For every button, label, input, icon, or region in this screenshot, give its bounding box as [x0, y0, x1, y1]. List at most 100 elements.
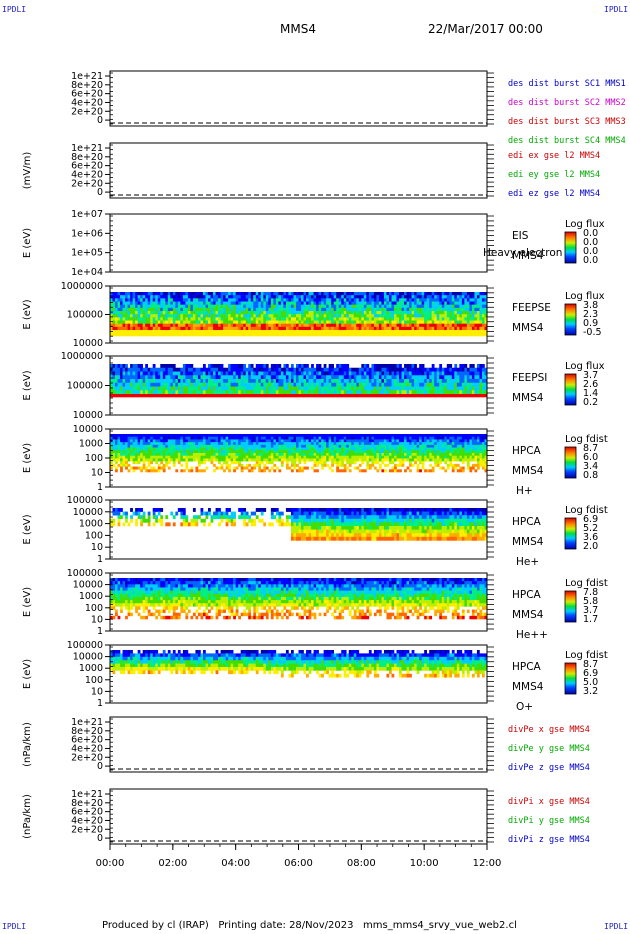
heatmap-cell [333, 295, 337, 299]
heatmap-cell [298, 320, 302, 324]
heatmap-cell [200, 298, 204, 302]
heatmap-cell [260, 447, 264, 451]
heatmap-cell [253, 311, 257, 315]
heatmap-cell [333, 447, 337, 451]
heatmap-cell [127, 295, 131, 299]
heatmap-cell [142, 447, 146, 451]
heatmap-cell [288, 386, 292, 391]
heatmap-cell [185, 311, 189, 315]
heatmap-cell [295, 394, 299, 398]
heatmap-cell [386, 323, 390, 328]
heatmap-cell [218, 444, 221, 448]
heatmap-cell [235, 461, 239, 465]
heatmap-cell [258, 453, 262, 457]
heatmap-cell [120, 298, 123, 302]
heatmap-cell [336, 375, 340, 380]
heatmap-cell [228, 323, 231, 328]
heatmap-cell [280, 458, 284, 462]
heatmap-cell [223, 323, 226, 328]
heatmap-cell [112, 301, 116, 305]
heatmap-cell [265, 390, 269, 395]
heatmap-cell [429, 307, 432, 312]
heatmap-cell [170, 304, 174, 309]
heatmap-cell [295, 442, 299, 446]
heatmap-cell [240, 439, 244, 443]
heatmap-cell [255, 394, 259, 398]
heatmap-cell [303, 442, 307, 446]
heatmap-cell [391, 330, 395, 337]
heatmap-cell [421, 436, 425, 440]
heatmap-cell [439, 304, 443, 309]
heatmap-cell [353, 326, 357, 331]
heatmap-cell [175, 298, 179, 302]
heatmap-cell [303, 436, 307, 440]
heatmap-cell [326, 295, 329, 299]
heatmap-cell [235, 292, 239, 296]
heatmap-cell [218, 311, 221, 315]
heatmap-cell [110, 444, 113, 448]
heatmap-cell [471, 304, 475, 309]
heatmap-cell [162, 304, 166, 309]
heatmap-cell [122, 458, 126, 462]
heatmap-cell [308, 434, 312, 438]
heatmap-cell [275, 301, 279, 305]
heatmap-cell [311, 364, 314, 369]
heatmap-cell [336, 301, 340, 305]
heatmap-cell [361, 295, 365, 299]
heatmap-cell [192, 436, 196, 440]
heatmap-cell [394, 298, 397, 302]
heatmap-cell [140, 382, 143, 387]
heatmap-cell [444, 320, 448, 324]
heatmap-cell [446, 323, 450, 328]
heatmap-cell [278, 323, 282, 328]
heatmap-cell [210, 364, 214, 369]
heatmap-cell [112, 323, 116, 328]
heatmap-cell [336, 379, 340, 384]
heatmap-cell [381, 326, 385, 331]
heatmap-cell [265, 442, 269, 446]
heatmap-cell [137, 375, 141, 380]
heatmap-cell [414, 390, 417, 395]
heatmap-cell [275, 458, 279, 462]
heatmap-cell [396, 367, 400, 372]
heatmap-cell [313, 458, 317, 462]
heatmap-cell [348, 436, 352, 440]
heatmap-cell [205, 320, 209, 324]
heatmap-cell [321, 323, 324, 328]
heatmap-cell [215, 314, 219, 318]
heatmap-cell [112, 453, 116, 457]
heatmap-cell [426, 292, 430, 296]
heatmap-cell [348, 439, 352, 443]
heatmap-cell [152, 326, 156, 331]
heatmap-cell [404, 317, 407, 321]
heatmap-cell [293, 317, 297, 321]
heatmap-cell [444, 375, 448, 380]
heatmap-cell [323, 330, 327, 337]
heatmap-cell [130, 390, 133, 395]
heatmap-cell [414, 371, 417, 376]
heatmap-cell [424, 298, 427, 302]
heatmap-cell [419, 382, 422, 387]
heatmap-cell [356, 390, 360, 395]
heatmap-cell [110, 298, 113, 302]
heatmap-cell [406, 390, 410, 395]
heatmap-cell [122, 301, 126, 305]
heatmap-cell [218, 439, 221, 443]
heatmap-cell [434, 320, 438, 324]
heatmap-cell [321, 394, 324, 398]
heatmap-cell [122, 320, 126, 324]
heatmap-cell [416, 444, 420, 448]
heatmap-cell [376, 375, 380, 380]
heatmap-cell [411, 386, 415, 391]
heatmap-cell [150, 447, 154, 451]
heatmap-cell [419, 447, 422, 451]
heatmap-cell [253, 453, 257, 457]
heatmap-cell [135, 307, 138, 312]
heatmap-cell [160, 326, 164, 331]
heatmap-cell [373, 320, 377, 324]
heatmap-cell [441, 386, 445, 391]
heatmap-cell [167, 330, 171, 337]
heatmap-cell [411, 295, 415, 299]
heatmap-cell [162, 442, 166, 446]
heatmap-cell [474, 314, 478, 318]
